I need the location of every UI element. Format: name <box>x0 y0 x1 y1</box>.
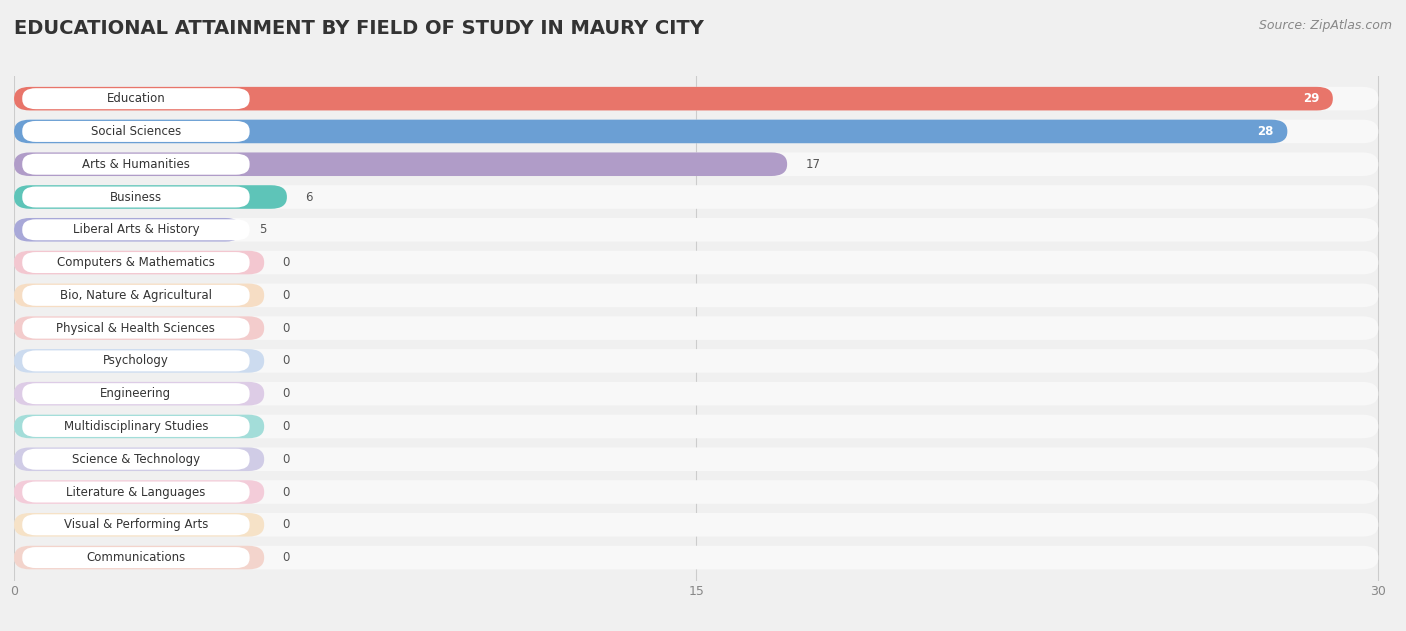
Text: Arts & Humanities: Arts & Humanities <box>82 158 190 171</box>
FancyBboxPatch shape <box>14 251 1378 274</box>
Text: Literature & Languages: Literature & Languages <box>66 485 205 498</box>
Text: 0: 0 <box>283 355 290 367</box>
FancyBboxPatch shape <box>14 120 1378 143</box>
FancyBboxPatch shape <box>22 449 250 469</box>
FancyBboxPatch shape <box>22 481 250 502</box>
FancyBboxPatch shape <box>14 218 1378 242</box>
FancyBboxPatch shape <box>22 154 250 175</box>
FancyBboxPatch shape <box>14 316 264 340</box>
FancyBboxPatch shape <box>22 547 250 568</box>
FancyBboxPatch shape <box>14 513 1378 536</box>
Text: 0: 0 <box>283 551 290 564</box>
FancyBboxPatch shape <box>22 220 250 240</box>
FancyBboxPatch shape <box>14 513 264 536</box>
FancyBboxPatch shape <box>14 153 1378 176</box>
FancyBboxPatch shape <box>14 349 264 373</box>
FancyBboxPatch shape <box>14 415 1378 439</box>
FancyBboxPatch shape <box>14 153 787 176</box>
Text: 0: 0 <box>283 485 290 498</box>
FancyBboxPatch shape <box>14 480 1378 504</box>
Text: Bio, Nature & Agricultural: Bio, Nature & Agricultural <box>60 289 212 302</box>
Text: Communications: Communications <box>86 551 186 564</box>
Text: 0: 0 <box>283 452 290 466</box>
FancyBboxPatch shape <box>22 383 250 404</box>
FancyBboxPatch shape <box>14 480 264 504</box>
Text: 5: 5 <box>260 223 267 236</box>
FancyBboxPatch shape <box>14 546 1378 569</box>
FancyBboxPatch shape <box>14 186 1378 209</box>
Text: Science & Technology: Science & Technology <box>72 452 200 466</box>
FancyBboxPatch shape <box>22 252 250 273</box>
Text: 0: 0 <box>283 322 290 334</box>
FancyBboxPatch shape <box>14 186 287 209</box>
Text: 0: 0 <box>283 420 290 433</box>
FancyBboxPatch shape <box>22 285 250 306</box>
Text: Engineering: Engineering <box>100 387 172 400</box>
FancyBboxPatch shape <box>14 415 264 439</box>
FancyBboxPatch shape <box>22 187 250 208</box>
FancyBboxPatch shape <box>14 283 264 307</box>
Text: Computers & Mathematics: Computers & Mathematics <box>58 256 215 269</box>
FancyBboxPatch shape <box>14 349 1378 373</box>
Text: Source: ZipAtlas.com: Source: ZipAtlas.com <box>1258 19 1392 32</box>
FancyBboxPatch shape <box>22 88 250 109</box>
Text: Business: Business <box>110 191 162 204</box>
Text: 0: 0 <box>283 518 290 531</box>
FancyBboxPatch shape <box>22 121 250 142</box>
FancyBboxPatch shape <box>22 350 250 372</box>
Text: 6: 6 <box>305 191 312 204</box>
FancyBboxPatch shape <box>22 317 250 339</box>
FancyBboxPatch shape <box>14 120 1288 143</box>
FancyBboxPatch shape <box>14 251 264 274</box>
Text: EDUCATIONAL ATTAINMENT BY FIELD OF STUDY IN MAURY CITY: EDUCATIONAL ATTAINMENT BY FIELD OF STUDY… <box>14 19 704 38</box>
FancyBboxPatch shape <box>14 316 1378 340</box>
FancyBboxPatch shape <box>14 283 1378 307</box>
FancyBboxPatch shape <box>14 218 242 242</box>
Text: 29: 29 <box>1303 92 1319 105</box>
FancyBboxPatch shape <box>14 447 264 471</box>
Text: Multidisciplinary Studies: Multidisciplinary Studies <box>63 420 208 433</box>
Text: Social Sciences: Social Sciences <box>91 125 181 138</box>
Text: 0: 0 <box>283 289 290 302</box>
FancyBboxPatch shape <box>14 87 1378 110</box>
FancyBboxPatch shape <box>14 447 1378 471</box>
Text: Psychology: Psychology <box>103 355 169 367</box>
FancyBboxPatch shape <box>22 514 250 535</box>
Text: Visual & Performing Arts: Visual & Performing Arts <box>63 518 208 531</box>
FancyBboxPatch shape <box>14 87 1333 110</box>
FancyBboxPatch shape <box>22 416 250 437</box>
Text: 0: 0 <box>283 387 290 400</box>
FancyBboxPatch shape <box>14 546 264 569</box>
FancyBboxPatch shape <box>14 382 264 406</box>
Text: 0: 0 <box>283 256 290 269</box>
Text: Physical & Health Sciences: Physical & Health Sciences <box>56 322 215 334</box>
Text: Liberal Arts & History: Liberal Arts & History <box>73 223 200 236</box>
Text: Education: Education <box>107 92 166 105</box>
Text: 17: 17 <box>806 158 820 171</box>
Text: 28: 28 <box>1257 125 1274 138</box>
FancyBboxPatch shape <box>14 382 1378 406</box>
